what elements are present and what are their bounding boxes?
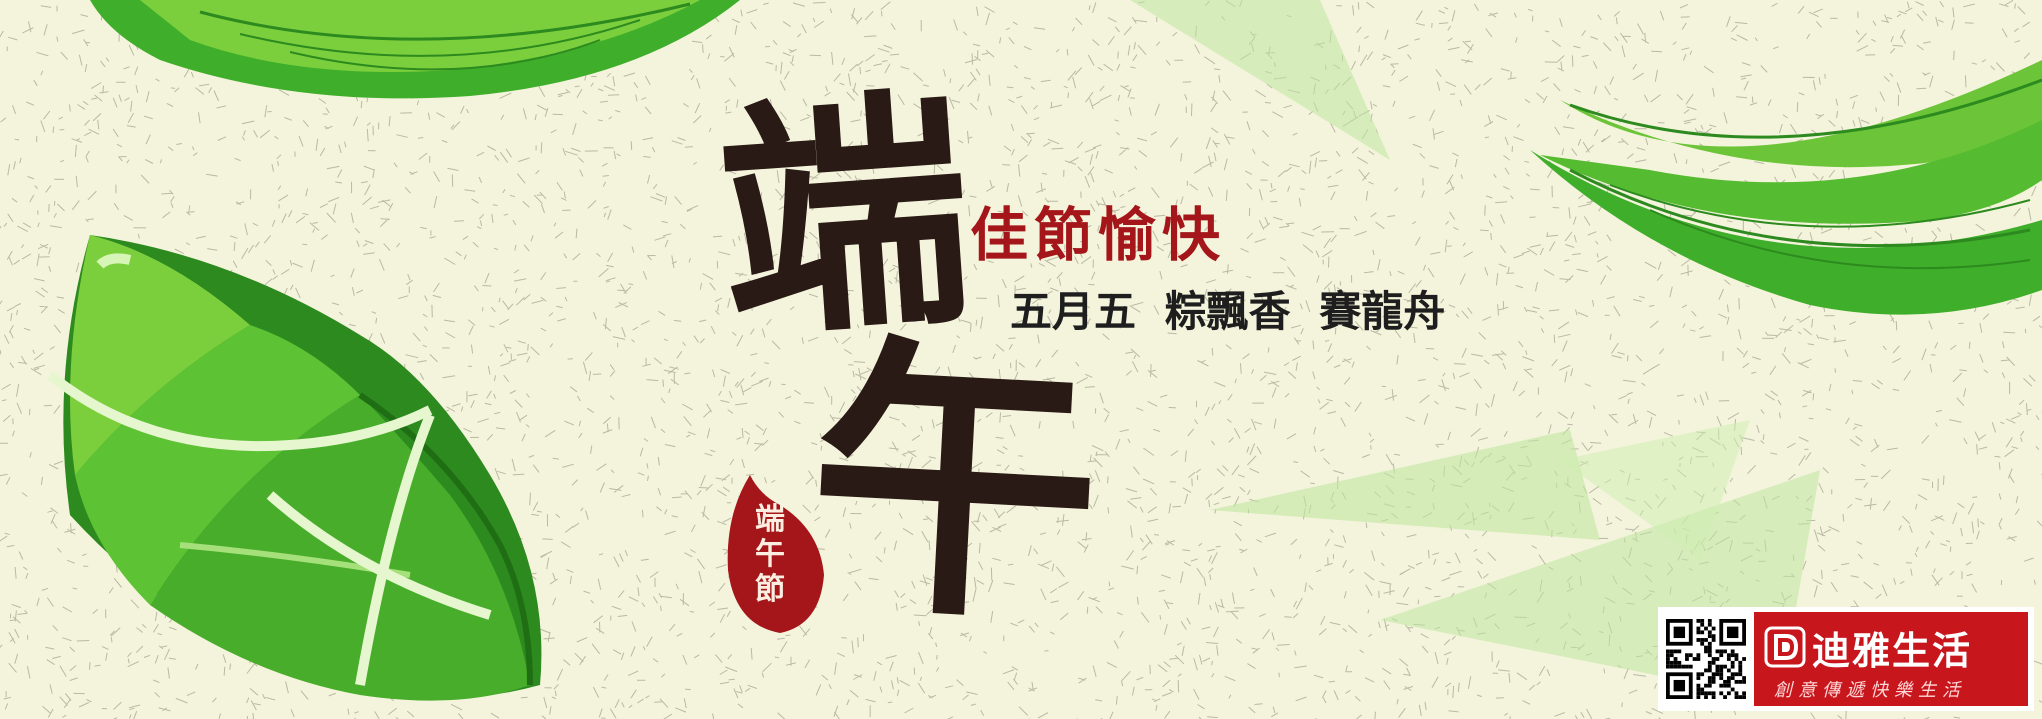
title-character-wu: 午 [801, 307, 1109, 663]
greeting-text: 佳節愉快 [970, 201, 1227, 269]
brand-slogan: 創意傳遞快樂生活 [1774, 680, 1966, 701]
seal-text-line-1: 端 [755, 502, 785, 537]
tagline-text: 五月五 粽飄香 賽龍舟 [1010, 287, 1446, 336]
top-right-leaf-illustration [1530, 60, 2042, 315]
seal-text-line-3: 節 [755, 572, 785, 607]
seal-stamp-icon [727, 475, 824, 633]
top-left-leaf-illustration [90, 0, 740, 99]
seal-text: 端 午 節 [740, 502, 800, 607]
brand-name: 迪雅生活 [1812, 629, 1973, 673]
brand-block: 迪雅生活 創意傳遞快樂生活 [1658, 607, 2034, 711]
qr-code-icon[interactable] [1666, 619, 1746, 699]
brand-logo-icon [1764, 626, 1806, 668]
seal-text-line-2: 午 [755, 537, 785, 572]
zongzi-illustration [46, 235, 542, 701]
brand-label-box: 迪雅生活 創意傳遞快樂生活 [1754, 612, 2028, 706]
